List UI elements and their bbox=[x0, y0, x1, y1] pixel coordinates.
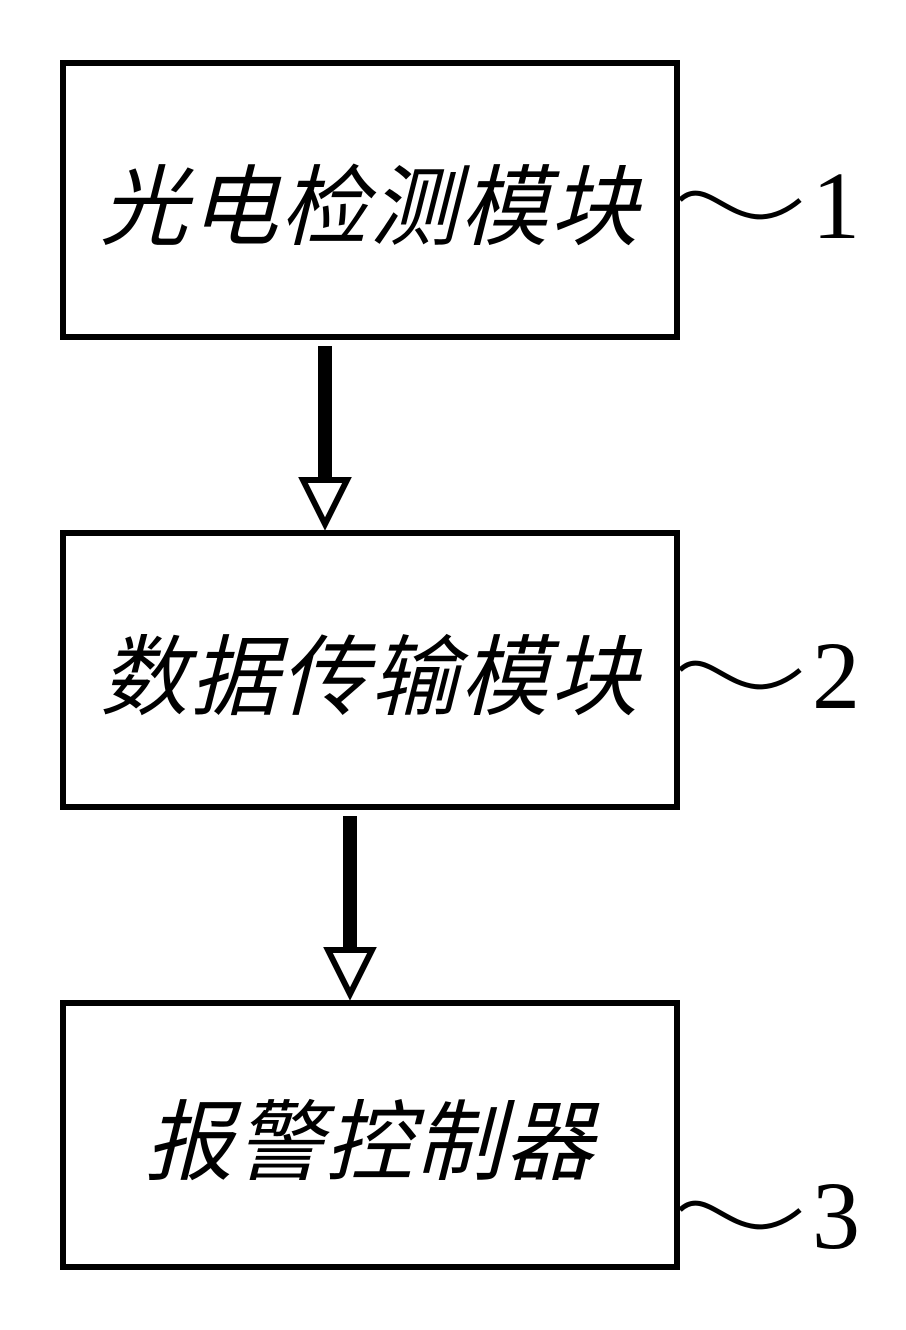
node-alarm-controller: 报警控制器 bbox=[60, 1000, 680, 1270]
edge-1-to-2 bbox=[303, 346, 347, 524]
flowchart-diagram: 光电检测模块 数据传输模块 报警控制器 1 2 3 bbox=[0, 0, 906, 1330]
leader-line-1 bbox=[680, 193, 800, 217]
leader-line-3 bbox=[680, 1203, 800, 1227]
node-number-2: 2 bbox=[812, 620, 860, 731]
node-number-1: 1 bbox=[812, 150, 860, 261]
node-label: 报警控制器 bbox=[145, 1072, 595, 1199]
leader-line-2 bbox=[680, 663, 800, 687]
node-number-3: 3 bbox=[812, 1160, 860, 1271]
edge-2-to-3 bbox=[328, 816, 372, 994]
node-photoelectric-detection: 光电检测模块 bbox=[60, 60, 680, 340]
node-label: 光电检测模块 bbox=[100, 137, 640, 264]
node-data-transmission: 数据传输模块 bbox=[60, 530, 680, 810]
node-label: 数据传输模块 bbox=[100, 607, 640, 734]
